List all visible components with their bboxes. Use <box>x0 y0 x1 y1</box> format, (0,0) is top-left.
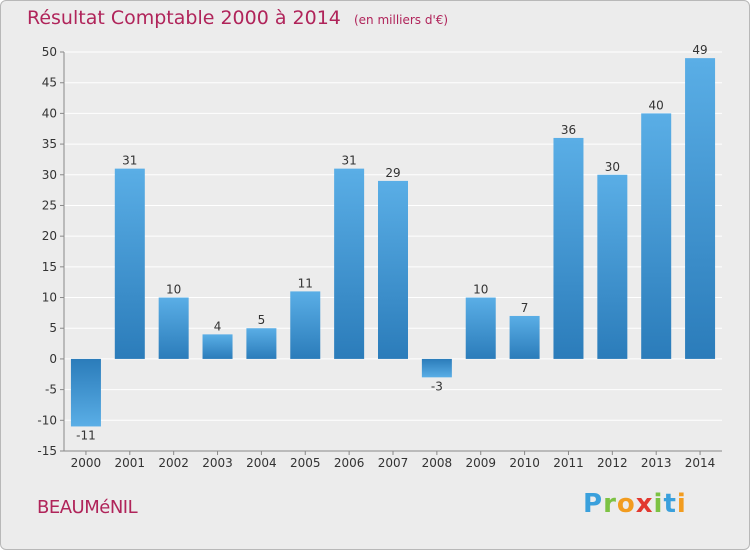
y-tick-label: 40 <box>42 106 57 120</box>
bar <box>641 113 672 359</box>
x-tick-label: 2008 <box>422 456 453 470</box>
bar <box>114 168 145 359</box>
chart-title: Résultat Comptable 2000 à 2014 <box>27 7 341 29</box>
data-label: 36 <box>561 123 576 137</box>
data-label: 31 <box>122 154 137 168</box>
logo-letter: P <box>583 489 604 519</box>
bar <box>290 291 321 359</box>
y-tick-label: 20 <box>42 229 57 243</box>
bar <box>465 297 496 359</box>
data-label: 40 <box>649 98 664 112</box>
bar <box>421 358 452 378</box>
x-tick-label: 2004 <box>246 456 277 470</box>
y-tick-label: -5 <box>45 383 57 397</box>
x-tick-label: 2014 <box>685 456 716 470</box>
logo-letter: r <box>603 489 617 519</box>
data-label: 29 <box>385 166 400 180</box>
logo-letter: t <box>663 489 677 519</box>
x-tick-label: 2001 <box>115 456 146 470</box>
data-label: 5 <box>258 313 266 327</box>
x-tick-label: 2002 <box>158 456 189 470</box>
bar <box>202 334 233 359</box>
logo-letter: x <box>635 489 654 519</box>
y-tick-label: 10 <box>42 291 57 305</box>
x-tick-label: 2005 <box>290 456 321 470</box>
bar <box>553 137 584 359</box>
bar <box>70 358 101 427</box>
bar <box>246 328 277 359</box>
y-tick-label: -15 <box>37 444 57 458</box>
bar <box>378 180 408 359</box>
bar <box>685 58 716 359</box>
y-tick-label: 50 <box>42 45 57 59</box>
y-tick-label: -10 <box>37 413 57 427</box>
logo-letter: i <box>653 489 664 519</box>
x-tick-label: 2003 <box>202 456 233 470</box>
x-tick-label: 2013 <box>641 456 672 470</box>
x-tick-label: 2012 <box>597 456 628 470</box>
data-label: 11 <box>298 276 313 290</box>
x-tick-label: 2009 <box>465 456 496 470</box>
x-tick-label: 2006 <box>334 456 365 470</box>
logo-letter: o <box>616 489 636 519</box>
data-label: 31 <box>341 154 356 168</box>
data-label: 10 <box>166 283 181 297</box>
y-tick-label: 15 <box>42 260 57 274</box>
data-label: 30 <box>605 160 620 174</box>
data-label: -11 <box>76 428 96 442</box>
proxiti-logo: Proxiti <box>583 489 687 519</box>
y-tick-label: 5 <box>49 321 57 335</box>
x-tick-label: 2007 <box>378 456 409 470</box>
logo-letter: i <box>676 489 687 519</box>
y-tick-label: 45 <box>42 76 57 90</box>
data-label: 10 <box>473 283 488 297</box>
chart-subtitle: (en milliers d'€) <box>353 13 449 27</box>
x-tick-label: 2011 <box>553 456 584 470</box>
x-tick-label: 2010 <box>509 456 540 470</box>
bar <box>334 168 365 359</box>
y-tick-label: 0 <box>49 352 57 366</box>
commune-name: BEAUMéNIL <box>37 497 138 518</box>
data-label: 49 <box>692 43 707 57</box>
bar <box>509 315 540 359</box>
bar <box>597 174 628 359</box>
x-tick-label: 2000 <box>71 456 102 470</box>
title-row: Résultat Comptable 2000 à 2014 (en milli… <box>27 7 448 29</box>
y-tick-label: 35 <box>42 137 57 151</box>
data-label: 7 <box>521 301 529 315</box>
bar <box>158 297 189 359</box>
y-tick-label: 25 <box>42 198 57 212</box>
data-label: 4 <box>214 319 222 333</box>
y-tick-label: 30 <box>42 168 57 182</box>
data-label: -3 <box>431 379 443 393</box>
